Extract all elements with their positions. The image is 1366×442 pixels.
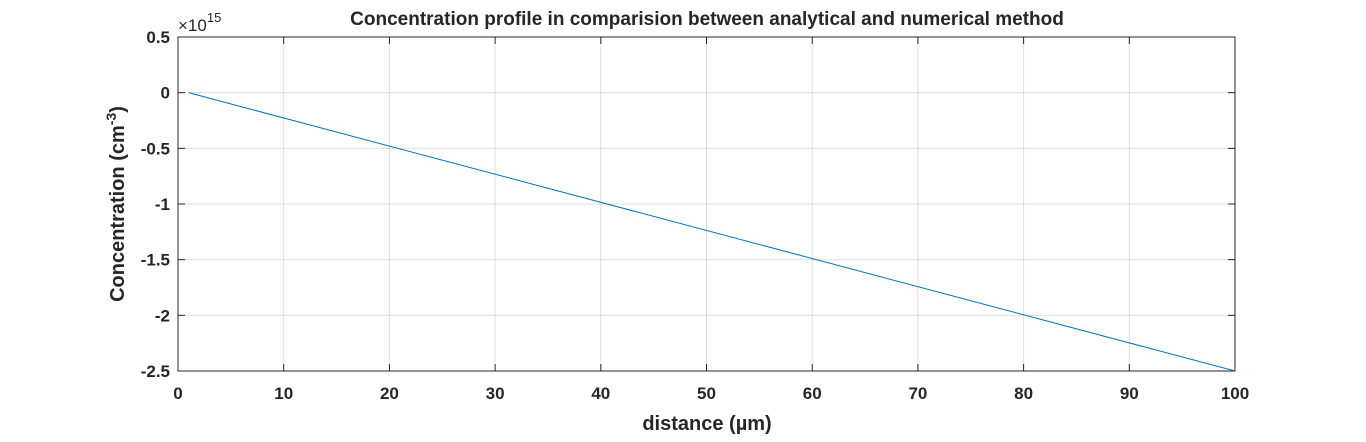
x-tick-label: 10 [274,384,293,403]
x-tick-label: 100 [1221,384,1249,403]
ticks [177,36,1236,372]
chart-title: Concentration profile in comparision bet… [350,9,1064,30]
y-tick-label: 0 [161,84,170,103]
y-axis-label-close: ) [107,106,129,113]
x-tick-label: 70 [908,384,927,403]
x-tick-label: 80 [1014,384,1033,403]
y-exponent-power: 15 [207,10,221,25]
y-tick-label: -2.5 [141,362,170,381]
x-tick-label: 60 [803,384,822,403]
series-line [188,92,1236,372]
svg-text:Concentration (cm-3): Concentration (cm-3) [103,106,129,302]
x-tick-label: 0 [173,384,182,403]
y-tick-label: -0.5 [141,139,170,158]
x-tick-label: 50 [697,384,716,403]
y-exponent-base: ×10 [178,16,207,35]
y-tick-label: -1 [155,195,170,214]
svg-text:×1015: ×1015 [178,10,221,35]
x-tick-label: 40 [591,384,610,403]
y-tick-label: 0.5 [146,28,170,47]
x-tick-label: 20 [380,384,399,403]
y-tick-label: -1.5 [141,251,170,270]
y-axis-label: Concentration (cm-3) [103,106,129,302]
y-tick-label: -2 [155,306,170,325]
x-tick-label: 30 [486,384,505,403]
y-exponent: ×1015 [178,10,221,35]
series-layer [188,92,1236,372]
grid [177,36,1236,372]
y-axis-label-main: Concentration (cm [107,125,129,302]
tick-labels: 0 10 20 30 40 50 60 70 80 90 100 0.5 0 -0.5 -1 -1.5 -2 -2… [141,28,1249,403]
y-axis-label-sup: -3 [103,113,119,126]
x-tick-label: 90 [1120,384,1139,403]
x-axis-label: distance (µm) [642,413,771,435]
